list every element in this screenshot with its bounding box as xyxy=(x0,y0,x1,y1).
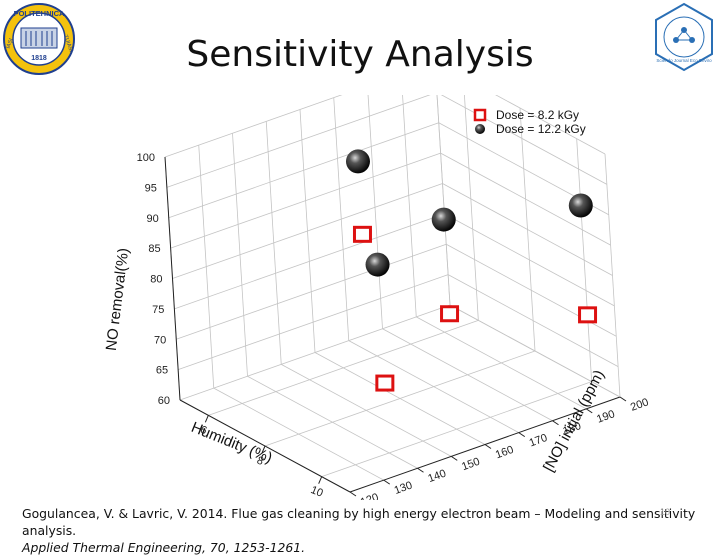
grid-line xyxy=(464,95,479,321)
y-tick-label: 150 xyxy=(460,456,481,474)
y-tick-label: 170 xyxy=(528,432,549,450)
y-tick-mark xyxy=(619,396,627,402)
y-tick-mark xyxy=(518,432,526,438)
scatter-3d-chart: 60 65 70 75 80 85 90 95 100 6 8 10 120 130 140 150 160 17… xyxy=(103,95,651,500)
z-tick-label: 70 xyxy=(154,334,166,346)
building-icon xyxy=(20,27,58,49)
grid-line xyxy=(314,352,486,445)
x-tick-label: 6 xyxy=(198,424,208,437)
grid-line xyxy=(198,145,215,389)
y-tick-label: 200 xyxy=(629,396,650,414)
z-tick-label: 95 xyxy=(145,182,157,194)
x-tick-mark xyxy=(261,445,266,454)
logo-top-text: POLITEHNICA xyxy=(14,9,65,18)
data-point-square xyxy=(375,374,395,392)
z-tick-label: 75 xyxy=(152,304,164,316)
legend-marker xyxy=(475,124,485,134)
data-point-sphere xyxy=(431,207,456,232)
grid-line xyxy=(402,95,417,317)
grid-line xyxy=(348,340,519,433)
data-point-square xyxy=(440,305,460,323)
grid-line xyxy=(232,133,248,377)
y-tick-mark xyxy=(450,455,458,461)
slide-number: 10 xyxy=(660,507,671,517)
chart-points xyxy=(345,149,598,392)
chart-ticks: 60 65 70 75 80 85 90 95 100 6 8 10 120 130 140 150 160 17… xyxy=(137,152,651,500)
molecule-icon xyxy=(673,27,695,43)
grid-line xyxy=(382,328,553,422)
grid-line xyxy=(449,304,621,398)
logo-left-text: IAȘI xyxy=(5,37,14,49)
data-point-square xyxy=(578,306,598,324)
grid-line xyxy=(281,364,452,457)
y-tick-label: 140 xyxy=(426,468,447,486)
citation-reference: Gogulancea, V. & Lavric, V. 2014. Flue g… xyxy=(22,506,696,538)
grid-line xyxy=(416,316,587,410)
grid-line xyxy=(576,138,593,382)
grid-line xyxy=(604,153,621,398)
z-axis-label: NO removal(%) xyxy=(103,247,132,352)
z-tick-label: 85 xyxy=(148,243,160,255)
y-tick-mark xyxy=(484,444,492,449)
y-tick-mark xyxy=(585,408,593,414)
logo-ring-text: Sciendo Journal Eco Enviro xyxy=(656,58,712,63)
grid-line xyxy=(519,107,536,352)
logo-year: 1818 xyxy=(31,55,47,62)
journal-logo: Sciendo Journal Eco Enviro xyxy=(655,2,713,72)
z-tick-label: 65 xyxy=(156,365,168,377)
y-tick-mark xyxy=(383,479,391,485)
data-point-sphere xyxy=(345,149,370,174)
grid-line xyxy=(164,95,343,158)
data-point-sphere xyxy=(365,252,390,277)
y-tick-label: 130 xyxy=(393,479,414,497)
slide-title: Sensitivity Analysis xyxy=(186,34,534,75)
y-tick-mark xyxy=(349,491,357,497)
grid-line xyxy=(436,95,451,306)
z-tick-label: 100 xyxy=(137,152,155,164)
data-point-square xyxy=(352,225,372,243)
data-point-sphere xyxy=(568,193,593,218)
y-tick-label: 160 xyxy=(494,444,515,462)
z-tick-label: 60 xyxy=(158,395,170,407)
x-tick-mark xyxy=(318,476,323,484)
x-tick-label: 10 xyxy=(309,484,325,500)
y-tick-label: 190 xyxy=(595,408,616,426)
legend-marker xyxy=(473,108,487,122)
x-tick-mark xyxy=(204,415,209,423)
x-axis-label: Humidity (%) xyxy=(189,419,275,467)
legend-label: Dose = 12.2 kGy xyxy=(496,122,586,136)
y-tick-mark xyxy=(552,420,559,426)
citation-journal: Applied Thermal Engineering, 70, 1253-12… xyxy=(22,540,306,555)
y-tick-label: 120 xyxy=(359,491,380,500)
chart-grid xyxy=(164,95,621,493)
z-tick-label: 80 xyxy=(150,274,162,286)
z-tick-label: 90 xyxy=(147,213,159,225)
university-logo: POLITEHNICA 1818 IAȘI TUIASI xyxy=(3,3,75,75)
legend-label: Dose = 8.2 kGy xyxy=(496,108,579,122)
x-tick-label: 8 xyxy=(255,455,265,468)
grid-line xyxy=(299,109,316,353)
grid-line xyxy=(333,97,350,341)
y-tick-label: 180 xyxy=(561,420,582,438)
grid-line xyxy=(213,387,384,481)
z-axis-line xyxy=(164,156,181,401)
y-tick-mark xyxy=(417,467,424,473)
grid-line xyxy=(367,95,383,329)
grid-line xyxy=(265,121,282,365)
citation: Gogulancea, V. & Lavric, V. 2014. Flue g… xyxy=(22,505,712,556)
logo-right-text: TUIASI xyxy=(62,34,74,53)
grid-line xyxy=(247,375,418,469)
